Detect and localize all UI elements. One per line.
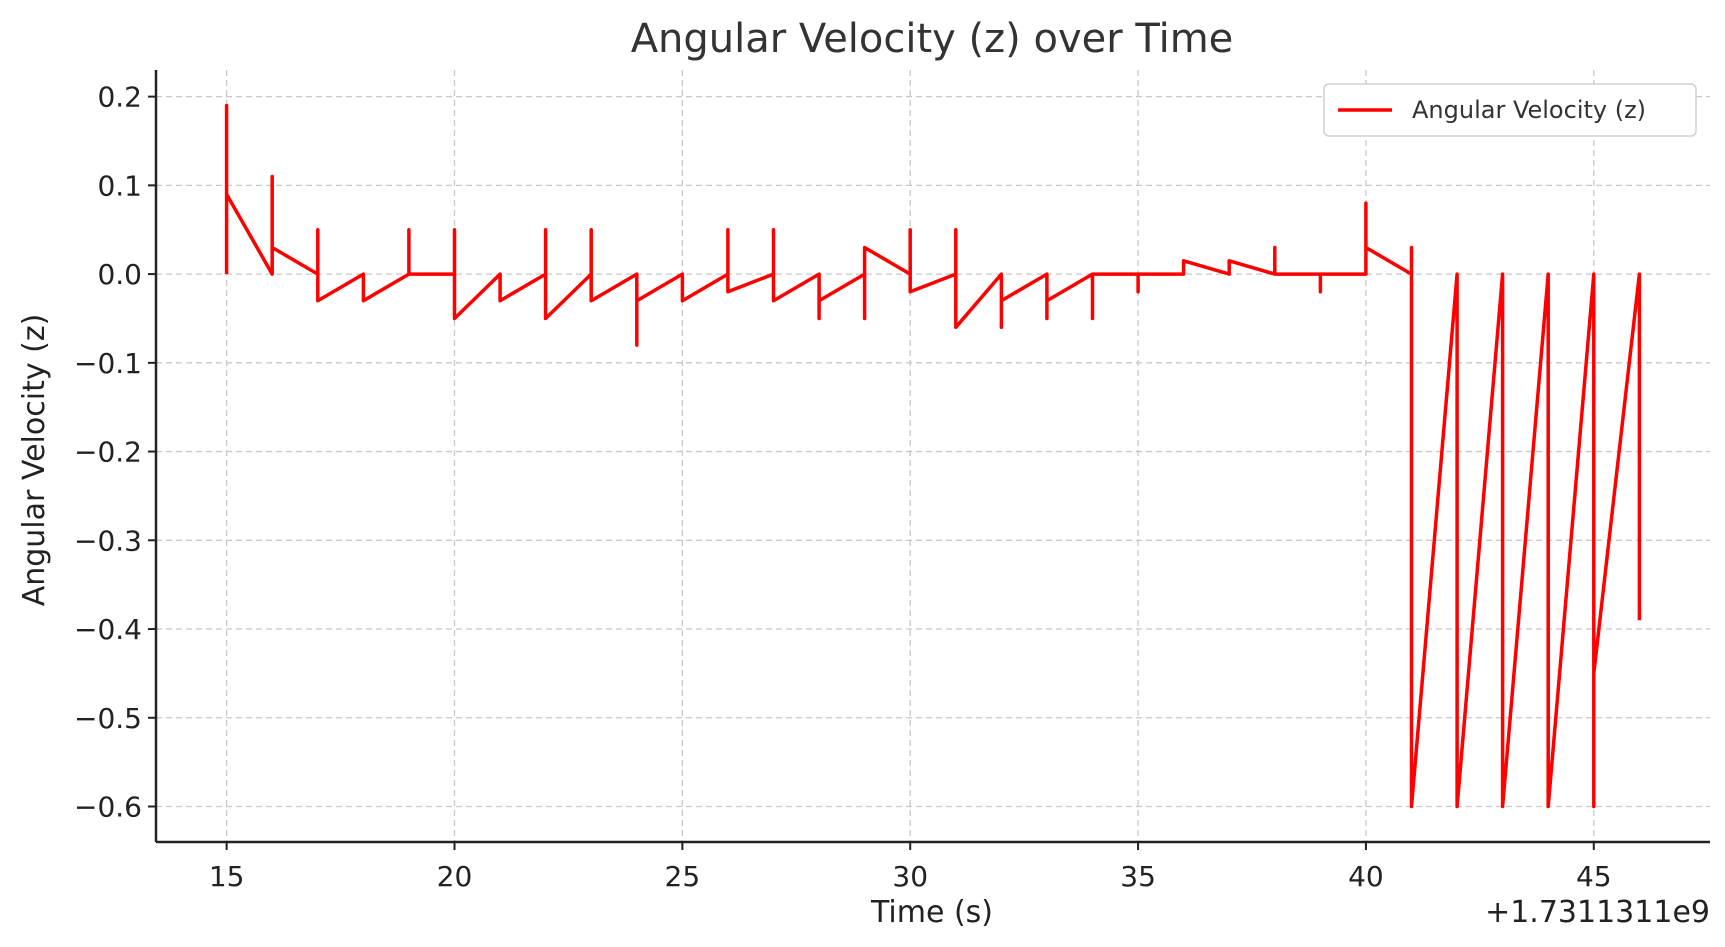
y-tick-label: −0.4	[74, 613, 142, 646]
y-tick-label: −0.3	[74, 524, 142, 557]
y-tick-label: 0.2	[97, 81, 142, 114]
chart-title: Angular Velocity (z) over Time	[631, 16, 1234, 62]
y-axis-label: Angular Velocity (z)	[17, 314, 52, 607]
legend-box	[1323, 83, 1697, 137]
y-tick-label: −0.6	[74, 791, 142, 824]
x-axis-label: Time (s)	[870, 895, 993, 930]
x-tick-label: 35	[1120, 860, 1156, 893]
y-tick-label: 0.1	[97, 169, 142, 202]
plot-area	[224, 103, 1642, 809]
x-tick-label: 30	[892, 860, 928, 893]
axes: 15 20 25 30 35 40 45 0.2 0.1 0.0 −0.1 −0.2 −0.3 −0.4 −…	[74, 70, 1710, 893]
x-axis-offset-label: +1.7311311e9	[1485, 895, 1710, 930]
series-line	[224, 103, 1642, 809]
x-tick-label: 25	[665, 860, 701, 893]
legend: Angular Velocity (z)	[1323, 83, 1697, 137]
y-tick-label: −0.1	[74, 347, 142, 380]
x-tick-label: 45	[1576, 860, 1612, 893]
legend-label: Angular Velocity (z)	[1412, 96, 1646, 124]
grid-layer	[156, 70, 1710, 842]
y-tick-label: −0.5	[74, 702, 142, 735]
x-tick-label: 20	[437, 860, 473, 893]
y-tick-label: −0.2	[74, 436, 142, 469]
y-tick-label: 0.0	[97, 258, 142, 291]
x-tick-label: 40	[1348, 860, 1384, 893]
x-tick-label: 15	[209, 860, 245, 893]
